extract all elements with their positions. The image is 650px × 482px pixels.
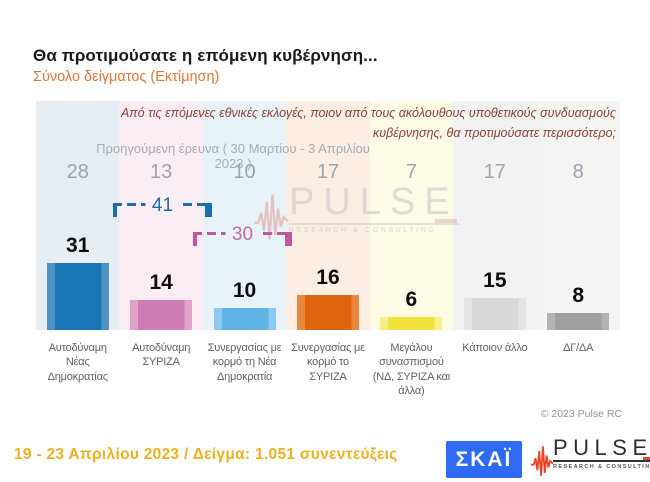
bar [380,317,443,330]
bracket-foot [285,232,292,246]
chart-column: 7 6 [369,101,454,330]
syriza-total-value: 30 [224,224,261,247]
pulse-tagline: RESEARCH & CONSULTING [553,464,650,470]
survey-question-line1: Από τις επόμενες εθνικές εκλογές, ποιον … [120,106,616,120]
category-label: Συνεργασίας με κορμό τη Νέα Δημοκρατία [207,342,282,383]
bar-value: 16 [316,266,340,289]
watermark-wordmark: PULSE [289,181,459,223]
bar-value: 15 [483,269,507,292]
previous-value: 8 [572,161,584,183]
chart-column: 17 16 [286,101,370,330]
chart-column: 28 31 [36,101,120,330]
pulse-wordmark: PULSE [553,435,650,460]
copyright: © 2023 Pulse RC [540,408,622,420]
category-label: Συνεργασίας με κορμό το ΣΥΡΙΖΑ [291,342,365,383]
page-title: Θα προτιμούσατε η επόμενη κυβέρνηση... [33,46,378,65]
pulse-rule [553,457,650,462]
skai-logo-text: ΣΚΑΪ [455,447,513,471]
category-label: Αυτοδύναμη Νέας Δημοκρατίας [47,342,108,383]
bar [463,298,526,330]
nd-total-value: 41 [144,195,181,218]
chart-column: 8 8 [536,101,620,330]
bracket-foot [193,232,197,246]
skai-logo: ΣΚΑΪ [446,441,522,478]
bar-value: 8 [572,284,585,307]
bracket-foot [205,203,212,217]
bar [547,313,610,330]
previous-value: 28 [66,161,89,183]
pulse-waveform-icon [254,194,289,240]
bracket-foot [113,203,117,217]
pulse-logo: PULSE RESEARCH & CONSULTING [531,435,650,480]
survey-question: Από τις επόμενες εθνικές εκλογές, ποιον … [121,103,616,143]
survey-question-line2: κυβέρνησης, θα προτιμούσατε περισσότερο; [372,126,616,140]
category-labels: Αυτοδύναμη Νέας Δημοκρατίας Αυτοδύναμη Σ… [36,341,620,398]
bar-value: 31 [66,234,90,257]
previous-value: 10 [233,161,256,183]
category-label: ΔΓ/ΔΑ [563,342,594,354]
bar [130,300,193,330]
watermark-chip [434,219,457,223]
category-label: Αυτοδύναμη ΣΥΡΙΖΑ [132,342,191,369]
chart-column: 17 15 [453,101,537,330]
fieldwork-note: 19 - 23 Απριλίου 2023 / Δείγμα: 1.051 συ… [14,446,398,463]
chart-column: 10 10 [202,101,287,330]
bar-chart: 28 31 13 14 10 10 17 16 [36,101,620,330]
page-subtitle: Σύνολο δείγματος (Εκτίμηση) [33,69,220,85]
pulse-watermark: PULSE RESEARCH & CONSULTING [253,183,459,245]
pulse-chip [643,457,650,460]
previous-survey-label: Προηγούμενη έρευνα ( 30 Μαρτίου - 3 Απρι… [96,141,370,171]
bar [46,263,109,330]
syriza-total-bracket: 30 [193,224,292,248]
watermark-rule [289,219,459,225]
nd-total-bracket: 41 [113,195,212,219]
bar-value: 6 [405,288,418,311]
previous-value: 17 [316,161,340,183]
bar [296,295,359,330]
watermark-tagline: RESEARCH & CONSULTING [289,227,437,234]
bar [213,308,276,330]
bar-value: 14 [149,271,173,294]
previous-value: 17 [483,161,506,183]
bar-value: 10 [232,279,257,302]
category-label: Κάποιον άλλο [462,342,528,354]
category-label: Μεγάλου συνασπισμού (ΝΔ, ΣΥΡΙΖΑ και άλλα… [372,342,451,397]
pulse-waveform-icon [531,446,553,476]
previous-value: 7 [405,161,417,183]
previous-value: 13 [150,161,173,183]
